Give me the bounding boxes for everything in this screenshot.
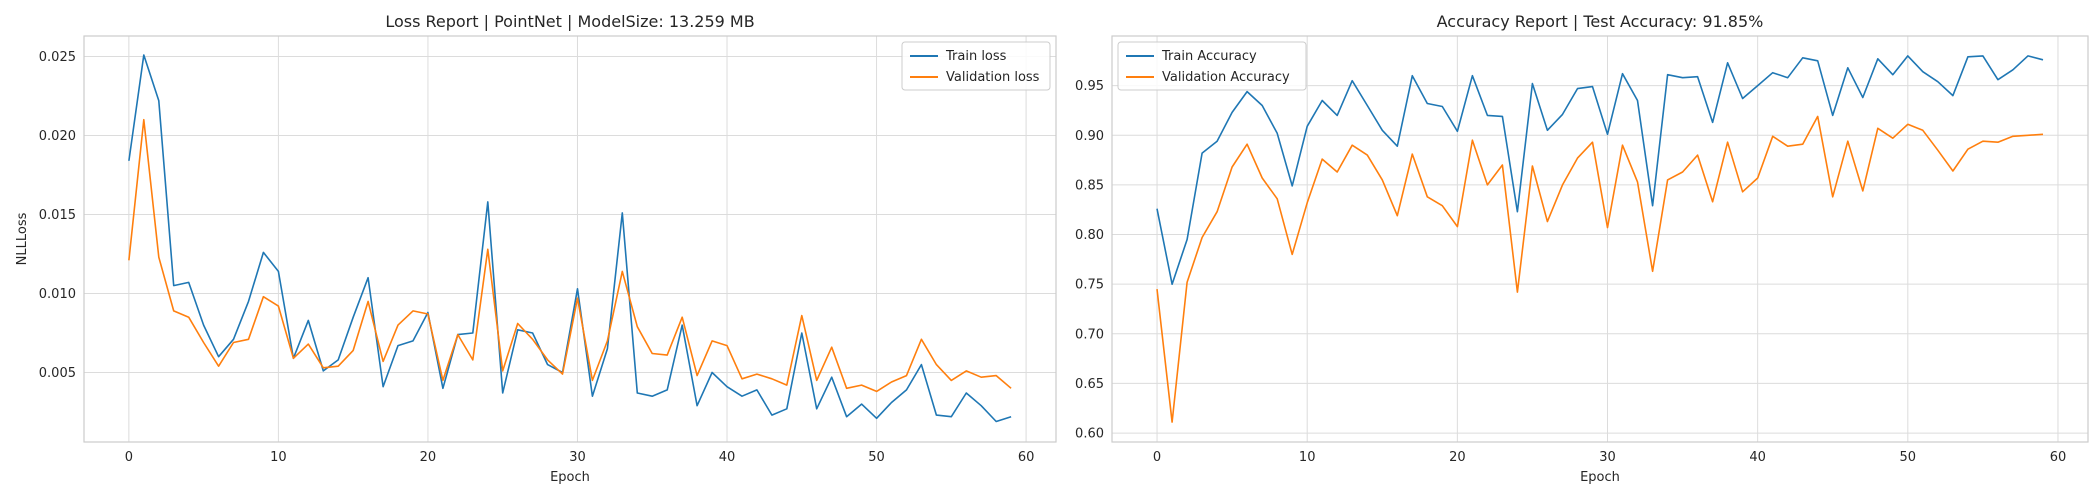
loss-x-tick-label: 50 xyxy=(868,450,885,465)
loss-legend: Train loss Validation loss xyxy=(901,41,1051,91)
series-line-train-accuracy xyxy=(1156,55,2044,286)
accuracy-y-tick-label: 0.85 xyxy=(1075,178,1104,193)
loss-y-tick-label: 0.015 xyxy=(39,208,76,223)
accuracy-x-tick-label: 20 xyxy=(1449,450,1466,465)
loss-y-tick-label: 0.005 xyxy=(39,366,76,381)
accuracy-y-tick-label: 0.75 xyxy=(1075,278,1104,293)
loss-x-tick-labels: 0 10 20 30 40 50 60 xyxy=(125,450,1035,465)
accuracy-x-tick-labels: 0 10 20 30 40 50 60 xyxy=(1153,450,2066,465)
accuracy-y-tick-labels: 0.60 0.65 0.70 0.75 0.80 0.85 0.90 0.95 xyxy=(1075,79,1104,441)
series-line-validation-accuracy xyxy=(1156,115,2044,423)
loss-legend-box xyxy=(901,41,1051,91)
accuracy-chart-panel: 0 10 20 30 40 50 60 0.600.650.700.750.800.850.… xyxy=(1075,12,2089,485)
loss-y-tick-label: 0.010 xyxy=(39,287,76,302)
loss-chart-title: Loss Report | PointNet | ModelSize: 13.2… xyxy=(385,12,754,31)
accuracy-y-tick-label: 0.95 xyxy=(1075,79,1104,94)
accuracy-x-tick-label: 60 xyxy=(2050,450,2067,465)
accuracy-plot-frame xyxy=(1111,35,2089,443)
loss-x-tick-label: 0 xyxy=(125,450,133,465)
series-line-train-loss xyxy=(128,54,1012,423)
accuracy-x-tick-label: 40 xyxy=(1749,450,1766,465)
loss-x-tick-label: 60 xyxy=(1018,450,1035,465)
loss-x-tick-label: 20 xyxy=(420,450,437,465)
accuracy-x-tick-label: 30 xyxy=(1599,450,1616,465)
legend-label-train-accuracy: Train Accuracy xyxy=(1161,49,1257,64)
accuracy-legend-box xyxy=(1117,41,1307,91)
accuracy-x-axis-label: Epoch xyxy=(1580,470,1620,485)
legend-label-validation-accuracy: Validation Accuracy xyxy=(1162,70,1290,85)
loss-x-tick-label: 10 xyxy=(270,450,287,465)
loss-gridlines xyxy=(84,36,1056,442)
accuracy-x-tick-label: 50 xyxy=(1900,450,1917,465)
legend-label-validation-loss: Validation loss xyxy=(946,70,1040,85)
loss-y-tick-label: 0.025 xyxy=(39,50,76,65)
accuracy-y-tick-label: 0.70 xyxy=(1075,327,1104,342)
accuracy-y-tick-label: 0.60 xyxy=(1075,427,1104,442)
loss-plot-area xyxy=(84,36,1056,442)
accuracy-plot-area xyxy=(1112,36,2088,442)
loss-series-lines xyxy=(128,54,1012,423)
loss-y-tick-labels: 0.005 0.010 0.015 0.020 0.025 xyxy=(39,50,76,381)
loss-chart-panel: 0 10 20 30 40 50 60 0.0050.0100.0150.0200.025 … xyxy=(15,12,1057,485)
accuracy-y-tick-label: 0.90 xyxy=(1075,129,1104,144)
accuracy-x-tick-label: 10 xyxy=(1299,450,1316,465)
series-line-validation-loss xyxy=(128,118,1012,393)
loss-plot-frame xyxy=(83,35,1057,443)
accuracy-y-tick-label: 0.65 xyxy=(1075,377,1104,392)
accuracy-y-tick-label: 0.80 xyxy=(1075,228,1104,243)
loss-x-tick-label: 30 xyxy=(569,450,586,465)
loss-y-axis-label: NLLLoss xyxy=(15,212,30,265)
accuracy-series-lines xyxy=(1156,55,2044,423)
legend-label-train-loss: Train loss xyxy=(945,49,1007,64)
accuracy-x-tick-label: 0 xyxy=(1153,450,1161,465)
loss-x-tick-label: 40 xyxy=(719,450,736,465)
accuracy-legend: Train Accuracy Validation Accuracy xyxy=(1117,41,1307,91)
loss-x-axis-label: Epoch xyxy=(550,470,590,485)
loss-y-tick-label: 0.020 xyxy=(39,129,76,144)
accuracy-chart-title: Accuracy Report | Test Accuracy: 91.85% xyxy=(1437,12,1764,31)
